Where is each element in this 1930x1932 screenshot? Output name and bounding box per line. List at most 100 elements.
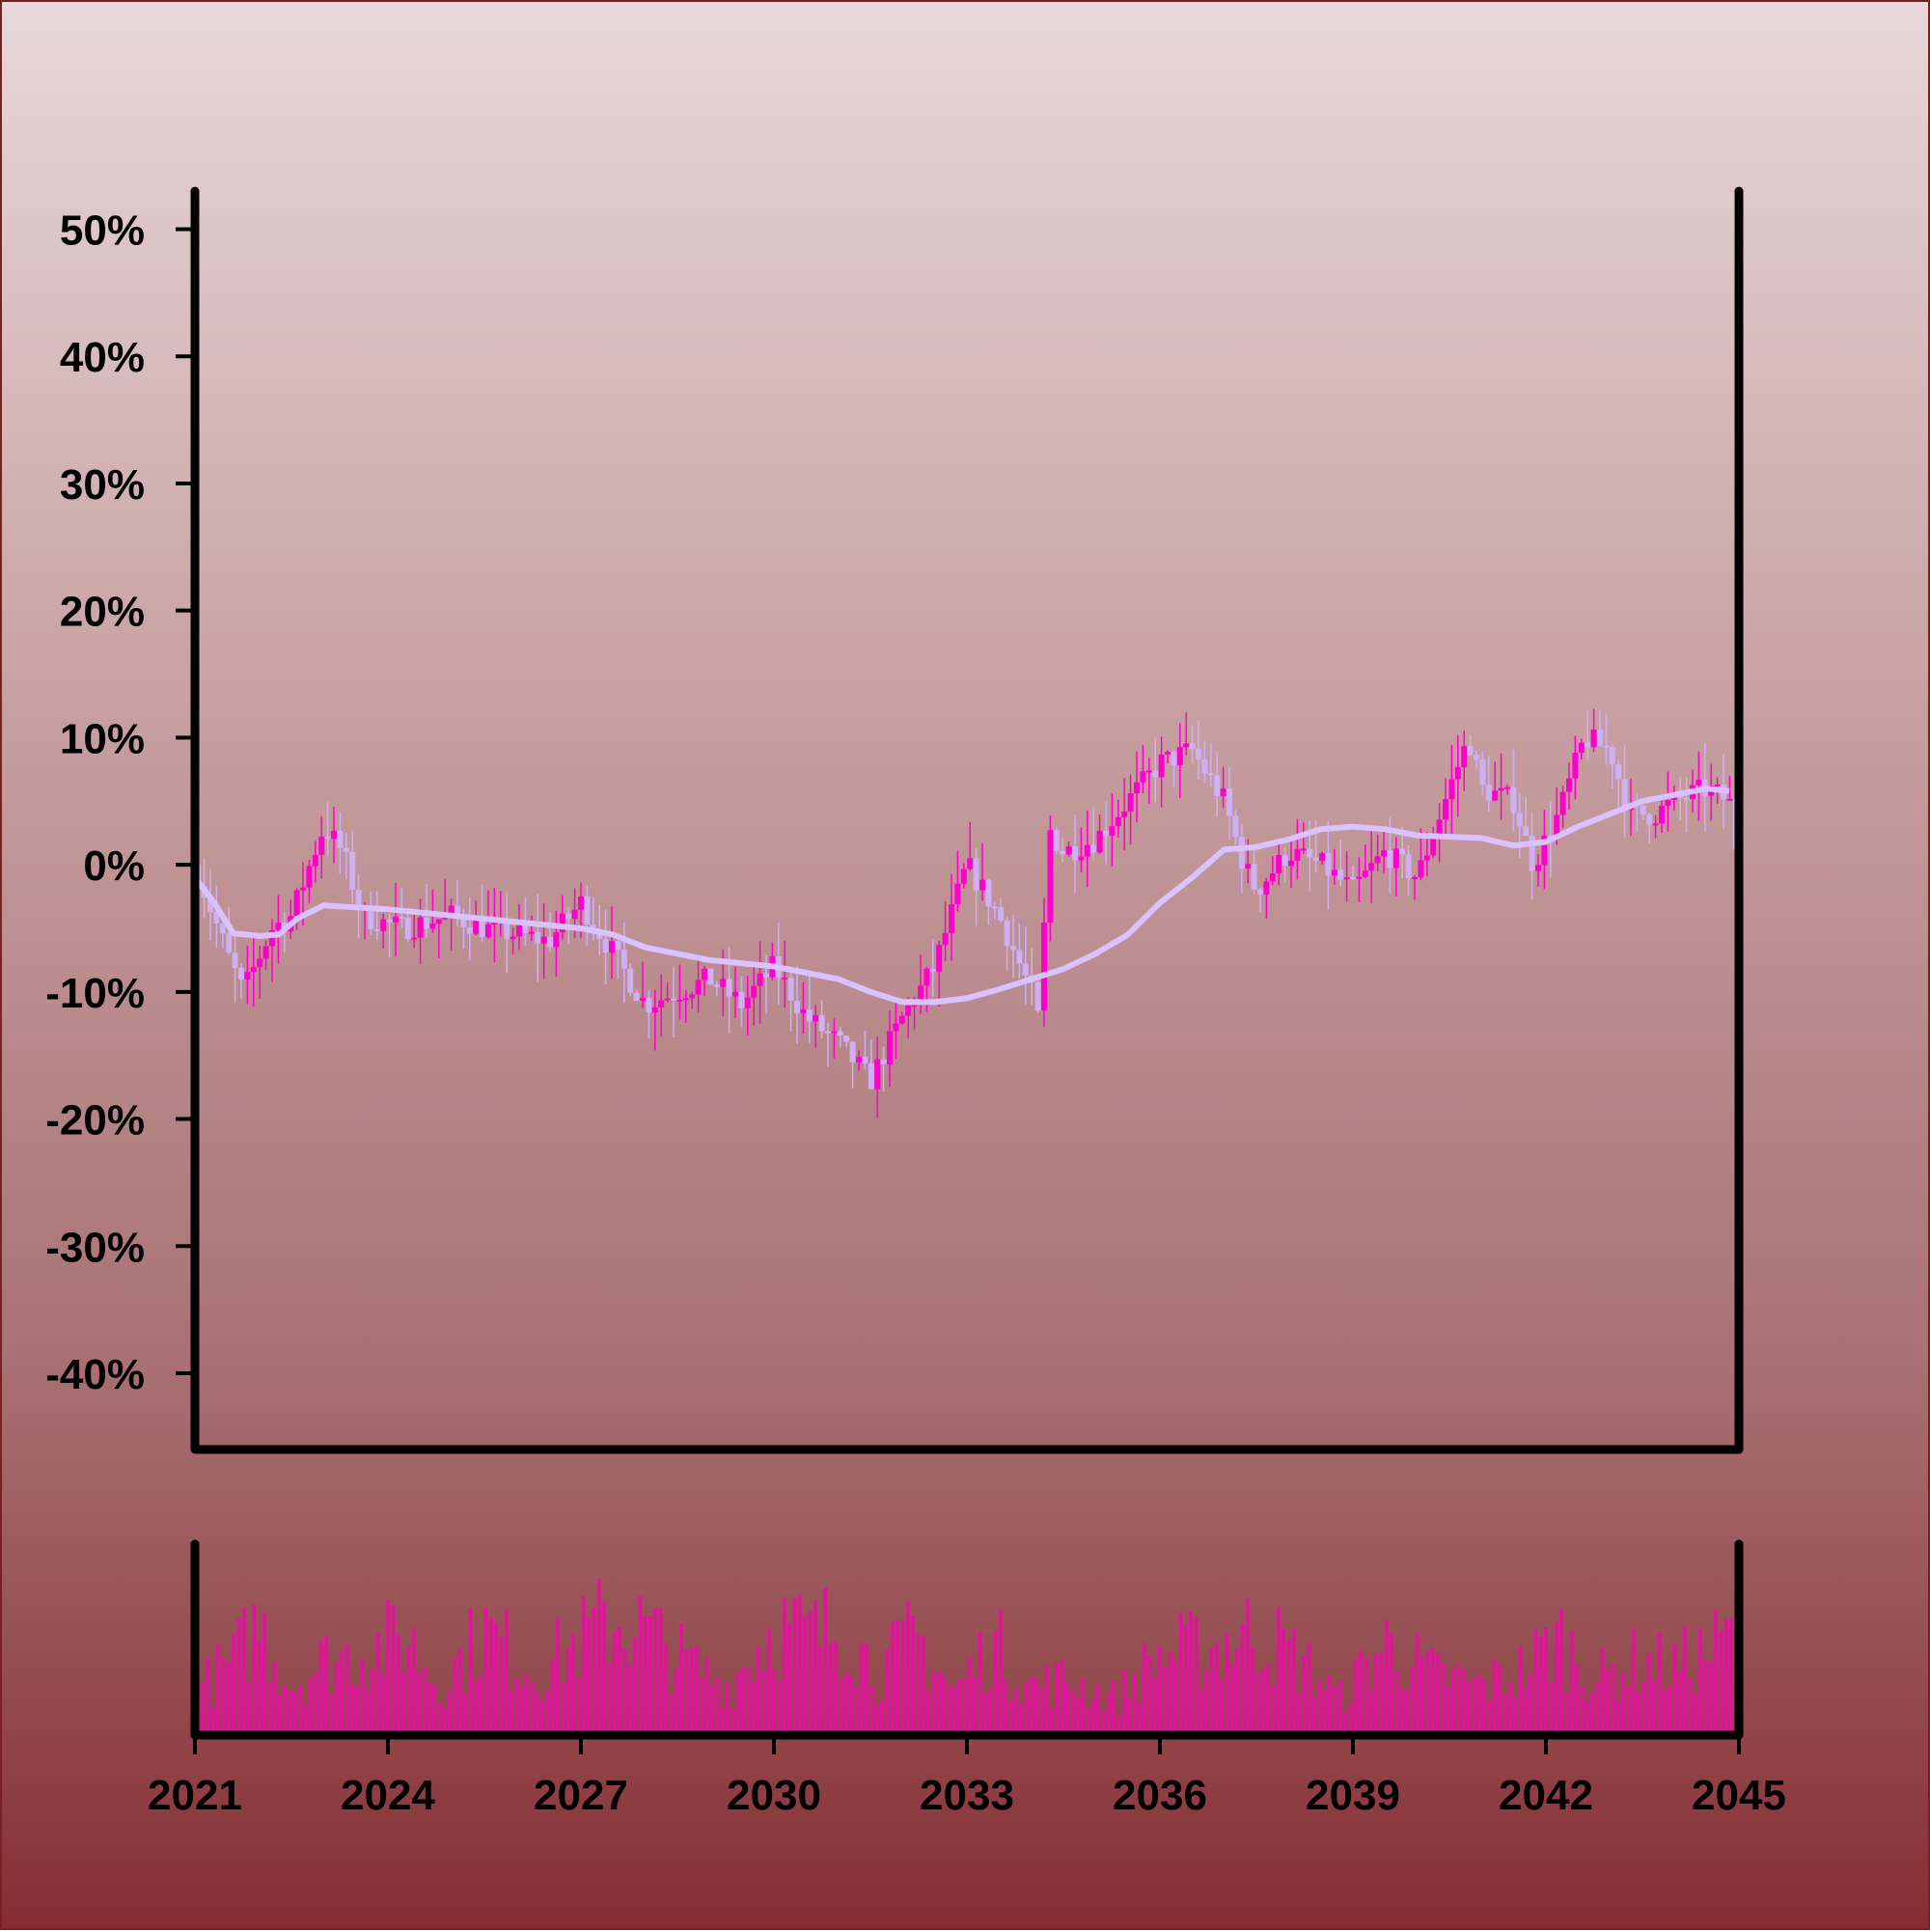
volume-bar [947,1683,951,1735]
volume-bar [726,1682,730,1735]
candle-body [1165,751,1171,755]
candle-body [244,972,251,980]
volume-bar [607,1662,612,1735]
volume-bar [700,1677,704,1735]
candle-body [578,896,584,910]
candle-body [522,925,529,934]
volume-bar [1415,1633,1420,1735]
candle-body [689,994,696,999]
volume-bar [437,1701,442,1735]
candle-body [528,931,535,934]
volume-bar [942,1675,946,1735]
volume-bar [1302,1655,1307,1735]
candle-body [1041,922,1047,1011]
volume-bar [751,1681,756,1735]
y-tick-label: 10% [60,715,145,762]
candle-body [1189,743,1196,750]
volume-bar [504,1609,509,1735]
volume-bar [1723,1618,1728,1735]
candle-body [275,923,282,930]
volume-bar [1117,1714,1121,1735]
candle-body [1004,920,1010,947]
candle-body [485,924,491,938]
volume-bar [1595,1681,1600,1735]
volume-bar [1070,1689,1075,1735]
candle-body [547,936,553,948]
volume-bar [1559,1609,1563,1735]
volume-bar [1189,1612,1193,1735]
volume-bar [1106,1693,1111,1735]
candle-body [1010,946,1016,951]
candle-body [1207,773,1214,776]
candle-body [1090,844,1097,853]
volume-bar [262,1613,266,1735]
volume-bar [869,1687,874,1735]
candle-body [1479,759,1486,786]
candle-body [960,869,967,884]
candle-body [806,1008,813,1022]
volume-bar [1405,1690,1409,1735]
volume-bar [1472,1676,1476,1735]
candle-body [1399,848,1406,855]
candle-body [1381,850,1387,857]
candle-body [232,952,238,969]
candle-body [738,991,745,1008]
volume-bar [1615,1700,1620,1735]
candle-body [880,1059,887,1064]
candle-body [640,998,646,1001]
price-plot: 50% 40% 30% 20% 10% 0% -10% -20% -30% -40% [45,186,1744,1454]
volume-bar [1646,1652,1651,1735]
candle-body [1412,876,1418,879]
volume-bar [674,1668,678,1735]
candle-body [1084,844,1090,857]
volume-bar [1544,1627,1548,1735]
volume-bar [618,1626,621,1735]
volume-bar [787,1622,791,1735]
volume-bar [766,1628,771,1735]
candle-body [473,919,480,934]
volume-bar [664,1642,668,1735]
volume-bar [1220,1679,1224,1735]
volume-bar [360,1660,365,1735]
volume-bar [257,1640,262,1735]
volume-bar [1507,1682,1512,1735]
volume-bar [1513,1695,1517,1735]
volume-bar [499,1637,504,1735]
volume-bar [720,1708,725,1735]
volume-plot: 2021 2024 2027 2030 2033 2036 2039 2042 2045 [148,1539,1786,1819]
candle-body [991,906,998,909]
volume-bar [1719,1631,1723,1735]
candle-body [1065,846,1072,855]
volume-bar [1368,1690,1373,1735]
candle-body [460,916,467,927]
candle-body [1535,865,1541,871]
volume-bar [1328,1674,1332,1735]
candle-body [504,920,510,940]
volume-bar [267,1682,272,1735]
candle-body [1220,788,1227,796]
candle-body [337,831,344,848]
candle-body [936,945,943,972]
candle-body [800,1008,807,1013]
candle-body [1145,770,1152,773]
candle-body [1572,753,1579,779]
volume-bar [571,1633,575,1735]
candle-body [676,1000,683,1003]
volume-bar [704,1656,709,1735]
volume-bar [535,1692,539,1735]
candle-body [1516,813,1523,827]
volume-bar [1137,1703,1142,1735]
volume-bar [1194,1617,1199,1735]
volume-bar [1549,1681,1554,1735]
volume-bar [1652,1680,1656,1735]
volume-bar [519,1687,524,1735]
volume-bar [1044,1665,1049,1735]
volume-bar [1621,1672,1625,1735]
candle-body [1115,816,1121,827]
candle-body [893,1023,899,1032]
volume-bar [216,1644,220,1735]
volume-bar [483,1607,488,1735]
volume-bar [453,1658,457,1735]
candle-body [1356,876,1363,879]
volume-bar [967,1657,972,1735]
